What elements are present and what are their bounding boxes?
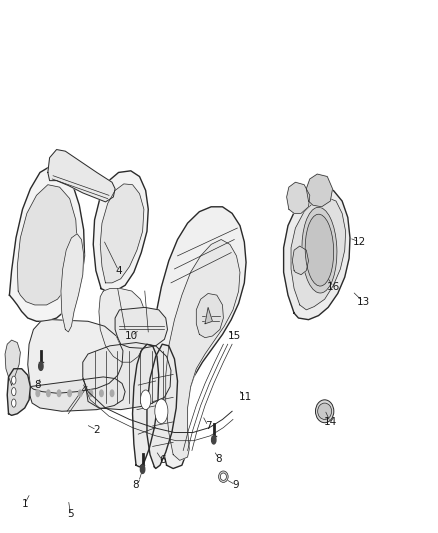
Ellipse shape (315, 400, 334, 423)
Circle shape (12, 387, 16, 395)
Text: 7: 7 (205, 421, 212, 431)
Polygon shape (100, 184, 144, 283)
Circle shape (212, 436, 216, 444)
Text: 2: 2 (93, 425, 100, 435)
Ellipse shape (305, 214, 334, 286)
Circle shape (12, 399, 16, 407)
Polygon shape (205, 308, 212, 324)
Text: 8: 8 (35, 380, 41, 390)
Polygon shape (147, 344, 177, 469)
Polygon shape (17, 185, 77, 305)
Polygon shape (61, 234, 84, 332)
Ellipse shape (302, 207, 337, 293)
Ellipse shape (219, 471, 228, 482)
Text: 14: 14 (324, 417, 337, 427)
Circle shape (78, 390, 82, 397)
Circle shape (47, 390, 50, 397)
Circle shape (39, 362, 43, 370)
Text: 5: 5 (67, 510, 74, 519)
Circle shape (155, 399, 168, 424)
Polygon shape (83, 343, 171, 410)
Polygon shape (292, 246, 308, 274)
Text: 10: 10 (125, 331, 138, 341)
Polygon shape (115, 308, 167, 348)
Circle shape (57, 390, 61, 397)
Polygon shape (28, 320, 123, 393)
Text: 4: 4 (115, 265, 122, 276)
Text: 1: 1 (21, 499, 28, 508)
Polygon shape (166, 239, 240, 461)
Polygon shape (7, 369, 30, 415)
Circle shape (141, 390, 151, 410)
Polygon shape (306, 174, 332, 207)
Polygon shape (196, 294, 223, 337)
Ellipse shape (318, 403, 332, 419)
Circle shape (110, 390, 114, 397)
Polygon shape (10, 166, 85, 321)
Polygon shape (5, 340, 20, 385)
Text: 6: 6 (159, 455, 166, 465)
Polygon shape (133, 344, 159, 467)
Circle shape (68, 390, 71, 397)
Circle shape (12, 376, 16, 384)
Text: 15: 15 (228, 331, 241, 341)
Text: 11: 11 (239, 392, 252, 402)
Polygon shape (291, 197, 346, 310)
Polygon shape (287, 182, 310, 213)
Text: 13: 13 (357, 297, 370, 306)
Text: 8: 8 (133, 480, 139, 490)
Polygon shape (152, 207, 246, 469)
Circle shape (89, 390, 92, 397)
Polygon shape (284, 187, 350, 320)
Text: 16: 16 (327, 282, 340, 292)
Ellipse shape (220, 473, 226, 480)
Polygon shape (93, 171, 148, 291)
Polygon shape (99, 288, 147, 362)
Text: 8: 8 (215, 454, 223, 464)
Circle shape (100, 390, 103, 397)
Polygon shape (29, 377, 125, 411)
Polygon shape (48, 150, 115, 202)
Text: 12: 12 (353, 237, 366, 247)
Circle shape (141, 465, 145, 473)
Circle shape (36, 390, 39, 397)
Text: 9: 9 (232, 480, 239, 490)
